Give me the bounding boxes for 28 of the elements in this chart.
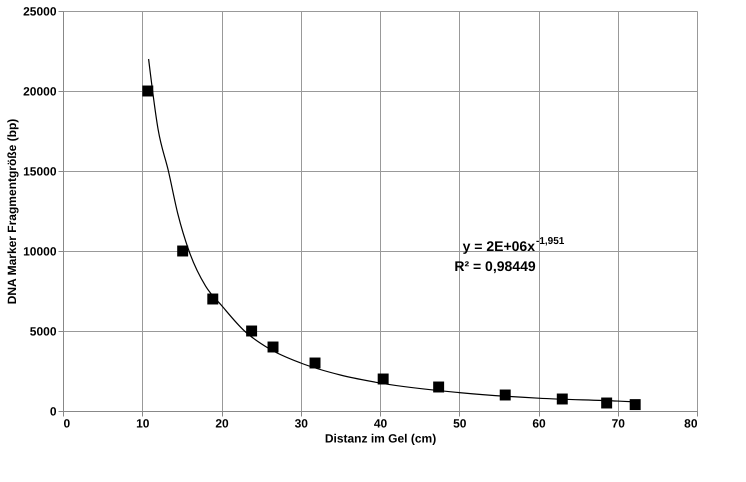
- x-tick-label: 20: [215, 416, 229, 430]
- x-tick-label: 10: [136, 416, 150, 430]
- point: [433, 382, 444, 392]
- point: [630, 399, 641, 410]
- y-axis-title: DNA Marker Fragmentgröße (bp): [5, 118, 20, 304]
- y-tick-label: 25000: [23, 4, 57, 18]
- point: [500, 390, 511, 400]
- point: [177, 246, 188, 256]
- point: [310, 358, 320, 368]
- x-tick-label: 50: [453, 416, 467, 430]
- y-tick-label: 20000: [23, 84, 57, 98]
- x-tick-label: 0: [64, 416, 70, 430]
- y-tick-label: 10000: [23, 244, 57, 258]
- point: [268, 342, 278, 352]
- point: [246, 326, 258, 336]
- x-axis-title: Distanz im Gel (cm): [324, 432, 436, 446]
- x-tick-label: 70: [612, 416, 626, 430]
- x-tick-label: 40: [374, 416, 388, 430]
- point: [601, 398, 612, 408]
- y-tick-label: 0: [50, 404, 57, 418]
- x-tick-label: 60: [532, 416, 546, 430]
- annotation: R² = 0,98449: [454, 258, 536, 274]
- y-tick-label: 5000: [30, 324, 57, 338]
- point: [142, 86, 154, 96]
- point: [378, 374, 389, 384]
- y-tick-label: 15000: [23, 164, 57, 178]
- x-tick-label: 80: [684, 416, 698, 430]
- x-tick-label: 30: [294, 416, 308, 430]
